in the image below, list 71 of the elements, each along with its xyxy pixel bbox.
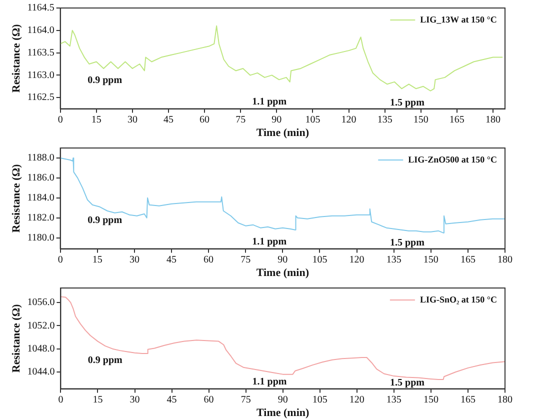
- x-tick-label: 75: [236, 114, 246, 126]
- annotation: 1.5 ppm: [390, 377, 426, 388]
- annotation: 1.1 ppm: [252, 376, 288, 388]
- y-axis-title: Resistance (Ω): [10, 24, 22, 93]
- y-tick-label: 1044.0: [27, 366, 55, 378]
- x-tick-label: 180: [485, 114, 500, 126]
- x-tick-label: 135: [386, 254, 402, 266]
- x-tick-label: 165: [449, 114, 464, 126]
- x-tick-label: 150: [423, 394, 438, 406]
- x-tick-label: 180: [498, 254, 512, 266]
- y-tick-label: 1184.0: [27, 192, 54, 204]
- y-tick-label: 1188.0: [27, 152, 54, 164]
- y-tick-label: 1164.0: [27, 25, 54, 36]
- x-tick-label: 30: [129, 254, 140, 266]
- x-tick-label: 60: [204, 254, 214, 266]
- x-tick-label: 15: [91, 114, 102, 126]
- x-tick-label: 60: [204, 394, 214, 406]
- x-tick-label: 75: [240, 394, 251, 406]
- x-tick-label: 105: [305, 114, 320, 126]
- x-tick-label: 165: [460, 254, 476, 266]
- annotation: 0.9 ppm: [88, 355, 124, 366]
- x-tick-label: 90: [278, 254, 288, 266]
- x-tick-label: 105: [312, 394, 328, 406]
- x-tick-label: 90: [272, 114, 282, 126]
- y-tick-label: 1056.0: [27, 297, 55, 308]
- x-tick-label: 150: [413, 114, 428, 126]
- legend-label: LIG-SnO₂ at 150 °C: [420, 294, 498, 304]
- y-tick-label: 1048.0: [27, 343, 55, 354]
- y-tick-label: 1180.0: [27, 232, 54, 244]
- x-tick-label: 0: [58, 394, 64, 406]
- x-axis-title: Time (min): [256, 407, 310, 420]
- x-tick-label: 135: [386, 394, 402, 406]
- x-tick-label: 30: [127, 114, 138, 126]
- y-tick-label: 1162.5: [27, 92, 54, 104]
- x-tick-label: 60: [200, 114, 210, 126]
- legend-label: LIG_13W at 150 °C: [420, 14, 497, 24]
- x-tick-label: 15: [92, 254, 102, 266]
- x-tick-label: 0: [58, 114, 63, 126]
- x-axis-title: Time (min): [256, 267, 310, 280]
- x-tick-label: 45: [166, 394, 177, 406]
- x-tick-label: 30: [130, 394, 140, 406]
- y-tick-label: 1164.5: [27, 2, 54, 14]
- annotation: 0.9 ppm: [88, 215, 123, 226]
- legend-label: LIG-ZnO500 at 150 °C: [408, 154, 497, 164]
- annotation: 0.9 ppm: [88, 75, 123, 86]
- x-tick-label: 45: [163, 114, 174, 126]
- x-tick-label: 15: [92, 394, 103, 406]
- y-axis-title: Resistance (Ω): [10, 304, 22, 373]
- annotation: 1.5 ppm: [390, 237, 426, 248]
- y-tick-label: 1163.0: [27, 70, 54, 81]
- x-tick-label: 105: [312, 254, 328, 266]
- x-tick-label: 180: [498, 394, 512, 406]
- x-tick-label: 150: [423, 254, 438, 266]
- x-tick-label: 0: [58, 254, 63, 266]
- y-axis-title: Resistance (Ω): [10, 164, 22, 233]
- annotation: 1.5 ppm: [390, 97, 426, 108]
- annotation: 1.1 ppm: [252, 96, 288, 108]
- x-tick-label: 165: [460, 394, 476, 406]
- x-tick-label: 120: [341, 114, 356, 126]
- y-tick-label: 1182.0: [27, 212, 54, 224]
- x-tick-label: 90: [278, 394, 288, 406]
- y-tick-label: 1163.5: [27, 47, 54, 58]
- y-tick-label: 1052.0: [27, 320, 55, 332]
- x-tick-label: 135: [377, 114, 392, 126]
- x-tick-label: 120: [349, 254, 364, 266]
- x-tick-label: 120: [349, 394, 364, 406]
- x-tick-label: 45: [166, 254, 176, 266]
- y-tick-label: 1186.0: [27, 172, 54, 184]
- annotation: 1.1 ppm: [252, 236, 288, 248]
- x-axis-title: Time (min): [256, 127, 310, 140]
- x-tick-label: 75: [240, 254, 251, 266]
